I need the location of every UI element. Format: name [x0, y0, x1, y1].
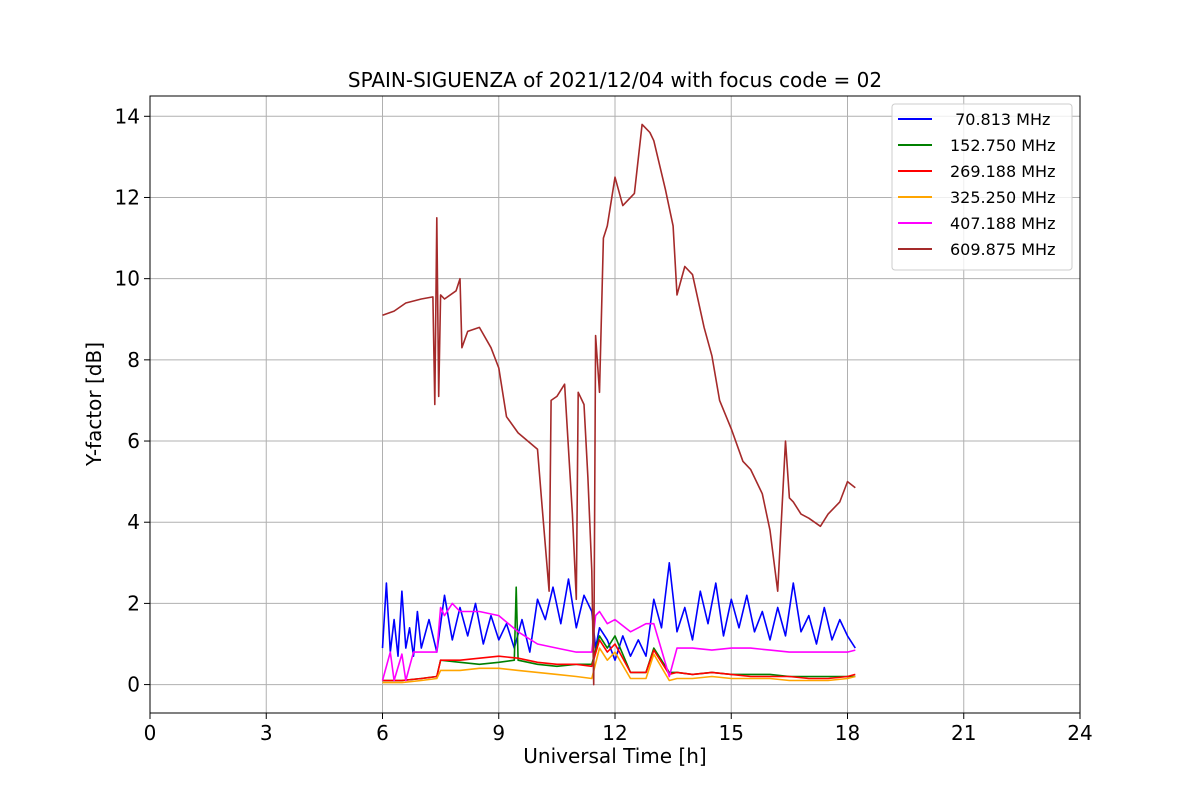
- x-tick-label: 21: [951, 721, 976, 745]
- series-line-1: [381, 561, 856, 662]
- legend-label: 269.188 MHz: [950, 162, 1055, 181]
- x-tick-label: 9: [492, 721, 505, 745]
- x-tick-label: 12: [602, 721, 627, 745]
- series-line-2: [382, 586, 856, 682]
- y-axis-ticks: 0 2 4 6 8 10 12 14: [115, 104, 150, 697]
- legend-label: 609.875 MHz: [950, 240, 1055, 259]
- x-tick-label: 15: [719, 721, 744, 745]
- series-line-4: [382, 647, 856, 684]
- y-tick-label: 12: [115, 185, 140, 209]
- x-tick-label: 18: [835, 721, 860, 745]
- x-axis-label: Universal Time [h]: [523, 744, 706, 768]
- x-tick-label: 6: [376, 721, 389, 745]
- series-line-6: [382, 123, 856, 686]
- y-tick-label: 2: [127, 591, 140, 615]
- x-axis-ticks: 0 3 6 9 12 15 18 21 24: [144, 713, 1093, 745]
- series-line-3: [382, 639, 856, 682]
- legend-label: 325.250 MHz: [950, 188, 1055, 207]
- y-tick-label: 0: [127, 673, 140, 697]
- y-tick-label: 4: [127, 510, 140, 534]
- y-axis-label: Y-factor [dB]: [82, 342, 106, 467]
- x-tick-label: 3: [260, 721, 273, 745]
- series-lines: [381, 123, 856, 686]
- grid: [149, 96, 1081, 713]
- y-tick-label: 14: [115, 104, 140, 128]
- y-tick-label: 8: [127, 348, 140, 372]
- legend-box: [891, 103, 1073, 271]
- legend: 70.813 MHz 152.750 MHz 269.188 MHz 325.250 …: [891, 103, 1073, 271]
- legend-label: 407.188 MHz: [950, 214, 1055, 233]
- x-tick-label: 24: [1067, 721, 1092, 745]
- legend-label: 70.813 MHz: [950, 110, 1050, 129]
- x-tick-label: 0: [144, 721, 157, 745]
- y-tick-label: 10: [115, 267, 140, 291]
- y-tick-label: 6: [127, 429, 140, 453]
- chart-title: SPAIN-SIGUENZA of 2021/12/04 with focus …: [348, 68, 882, 92]
- series-line-5: [381, 602, 856, 682]
- legend-label: 152.750 MHz: [950, 136, 1055, 155]
